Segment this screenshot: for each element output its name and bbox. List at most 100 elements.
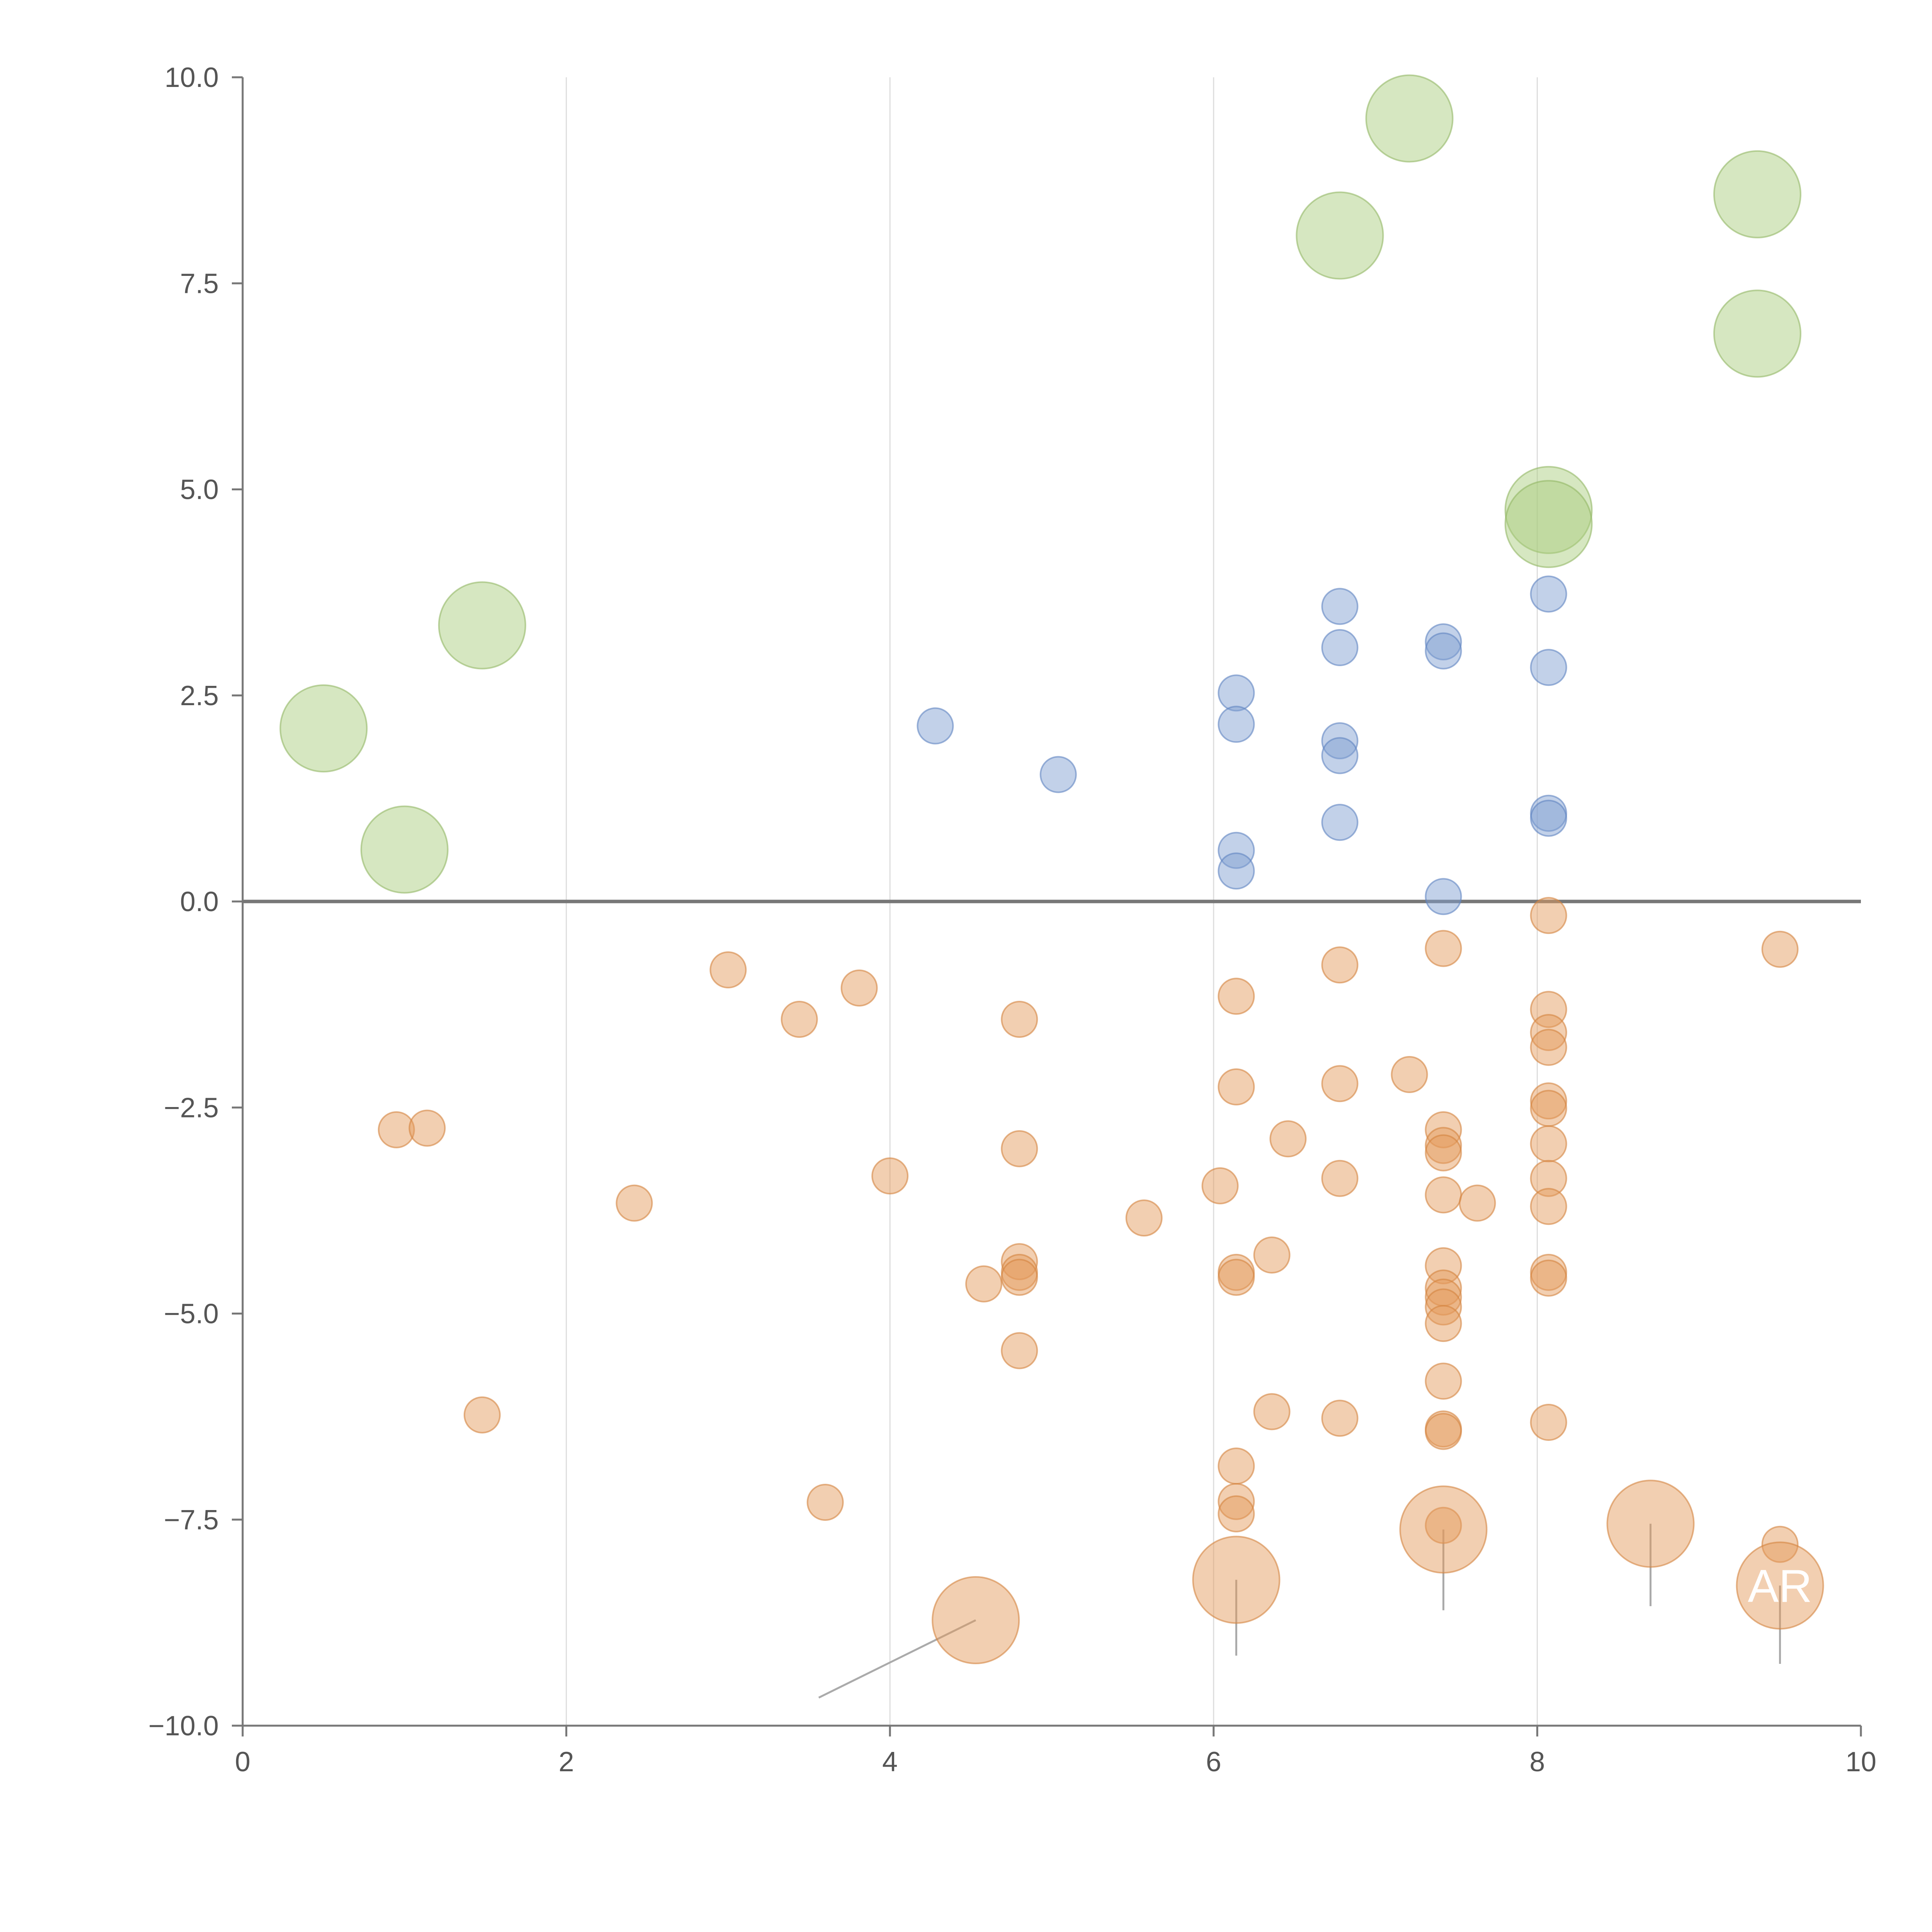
orange-point-4 <box>709 951 747 989</box>
orange-point-29 <box>1321 1065 1359 1102</box>
blue-point-12 <box>1425 632 1462 670</box>
orange-point-2 <box>463 1396 501 1434</box>
blue-point-2 <box>1218 674 1255 712</box>
orange-point-53 <box>1530 1090 1567 1127</box>
orange-point-61 <box>1761 1526 1799 1563</box>
orange-point-36 <box>1425 1134 1462 1172</box>
green-point-6 <box>1713 150 1801 238</box>
orange-point-1 <box>408 1109 446 1147</box>
orange-large-point-3 <box>1606 1480 1695 1568</box>
orange-point-49 <box>1530 991 1567 1028</box>
axes-layer: 0 2 4 6 8 10 10.0 7.5 5.0 2.5 0.0 −2.5 −5.0 −7.5 −10.0 <box>148 62 1876 1777</box>
green-point-4 <box>1365 74 1454 163</box>
green-point-2 <box>438 581 526 670</box>
blue-point-14 <box>1530 575 1567 613</box>
y-tick-label-8: −10.0 <box>148 1711 219 1742</box>
orange-point-41 <box>1425 1288 1462 1326</box>
orange-point-5 <box>781 1001 818 1038</box>
orange-point-58 <box>1530 1259 1567 1297</box>
x-tick-label-5: 10 <box>1845 1747 1876 1777</box>
orange-point-24 <box>1218 1495 1255 1532</box>
orange-point-51 <box>1530 1029 1567 1066</box>
x-tick-label-2: 4 <box>882 1747 898 1777</box>
y-tick-label-0: 10.0 <box>165 62 219 93</box>
orange-point-38 <box>1425 1247 1462 1284</box>
green-point-5 <box>1504 466 1593 554</box>
orange-point-6 <box>806 1483 844 1521</box>
orange-large-point-2 <box>1399 1485 1488 1574</box>
orange-point-55 <box>1530 1160 1567 1197</box>
orange-point-8 <box>871 1157 909 1195</box>
orange-point-11 <box>1001 1130 1038 1167</box>
orange-point-28 <box>1321 946 1359 984</box>
orange-point-16 <box>1125 1199 1163 1237</box>
orange-point-22 <box>1218 1447 1255 1485</box>
y-tick-label-4: 0.0 <box>180 886 219 917</box>
blue-point-10 <box>1321 804 1359 841</box>
green-point-3 <box>1296 191 1384 280</box>
orange-point-23 <box>1218 1483 1255 1520</box>
orange-point-25 <box>1253 1236 1291 1274</box>
x-tick-label-3: 6 <box>1206 1747 1221 1777</box>
green-point-7 <box>1713 289 1801 378</box>
orange-point-26 <box>1253 1393 1291 1430</box>
orange-point-9 <box>965 1265 1003 1303</box>
orange-point-18 <box>1218 978 1255 1015</box>
orange-point-33 <box>1425 930 1462 967</box>
orange-point-21 <box>1218 1259 1255 1296</box>
orange-point-40 <box>1425 1278 1462 1316</box>
x-tick-label-4: 8 <box>1529 1747 1545 1777</box>
blue-point-3 <box>1218 706 1255 743</box>
orange-point-52 <box>1530 1082 1567 1120</box>
y-tick-label-3: 2.5 <box>180 680 219 711</box>
y-tick-label-1: 7.5 <box>180 268 219 299</box>
orange-point-59 <box>1530 1404 1567 1441</box>
bubble-layer <box>279 74 1824 1664</box>
orange-point-19 <box>1218 1068 1255 1105</box>
orange-point-43 <box>1425 1362 1462 1400</box>
green-point-1 <box>360 805 449 894</box>
y-tick-label-6: −5.0 <box>164 1299 219 1330</box>
orange-point-15 <box>1001 1332 1038 1369</box>
orange-point-10 <box>1001 1001 1038 1038</box>
blue-point-13 <box>1425 878 1462 915</box>
blue-point-15 <box>1530 649 1567 686</box>
orange-point-34 <box>1425 1111 1462 1148</box>
orange-point-46 <box>1425 1507 1462 1544</box>
orange-point-60 <box>1761 930 1799 968</box>
orange-point-54 <box>1530 1125 1567 1163</box>
blue-point-4 <box>1218 832 1255 869</box>
orange-point-17 <box>1201 1167 1239 1204</box>
blue-point-5 <box>1218 852 1255 890</box>
orange-point-7 <box>840 969 878 1007</box>
orange-point-37 <box>1425 1176 1462 1214</box>
blue-point-11 <box>1425 623 1462 661</box>
x-tick-label-1: 2 <box>559 1747 574 1777</box>
blue-point-8 <box>1321 722 1359 760</box>
orange-point-35 <box>1425 1127 1462 1164</box>
blue-point-17 <box>1530 799 1567 837</box>
orange-point-12 <box>1001 1243 1038 1281</box>
y-tick-label-7: −7.5 <box>164 1505 219 1536</box>
orange-point-32 <box>1391 1056 1428 1093</box>
label-layer: AR <box>1748 1560 1812 1612</box>
x-tick-label-0: 0 <box>235 1747 250 1777</box>
orange-point-48 <box>1530 897 1567 934</box>
orange-point-50 <box>1530 1014 1567 1051</box>
y-tick-label-5: −2.5 <box>164 1092 219 1123</box>
blue-point-7 <box>1321 629 1359 667</box>
orange-point-56 <box>1530 1188 1567 1225</box>
blue-point-9 <box>1321 737 1359 774</box>
orange-point-0 <box>378 1111 415 1148</box>
blue-point-6 <box>1321 588 1359 625</box>
annotation-label-4: AR <box>1748 1560 1812 1612</box>
y-tick-label-2: 5.0 <box>180 474 219 505</box>
orange-point-31 <box>1321 1400 1359 1437</box>
orange-large-point-0 <box>932 1576 1020 1664</box>
orange-point-47 <box>1459 1184 1496 1222</box>
orange-large-point-4 <box>1736 1541 1824 1630</box>
blue-point-1 <box>1039 756 1077 793</box>
green-point-8 <box>1504 480 1593 568</box>
